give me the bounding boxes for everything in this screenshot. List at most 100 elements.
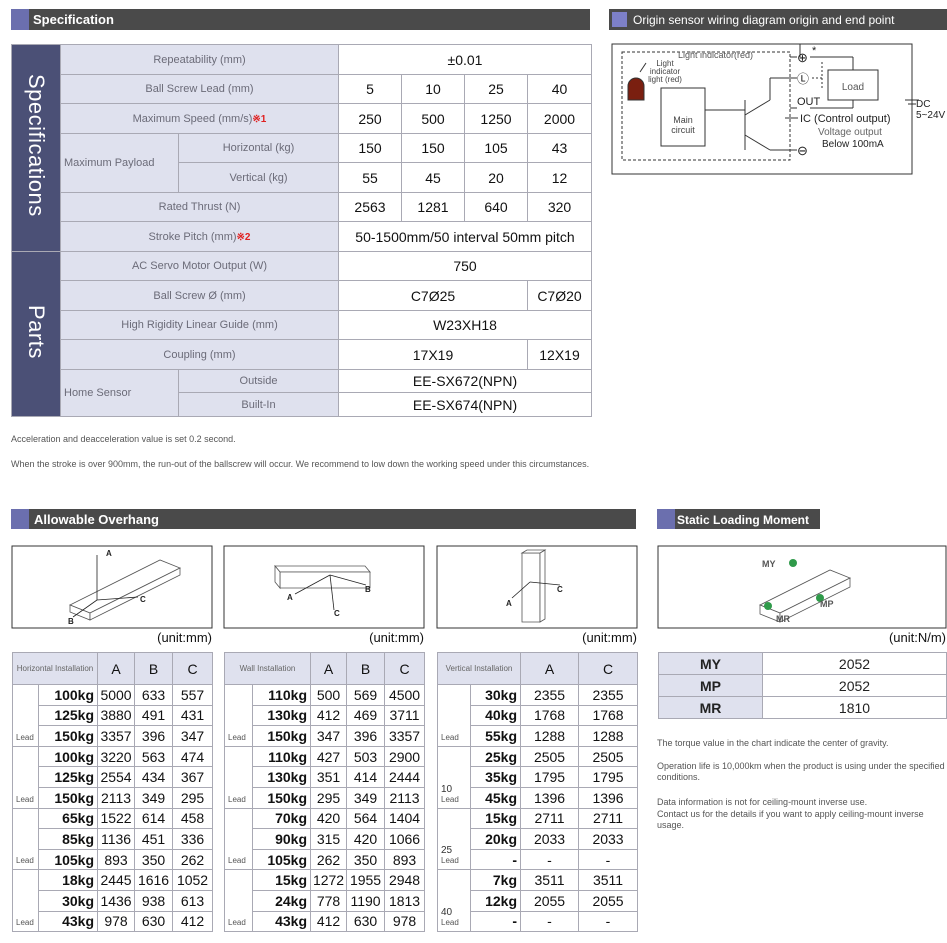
value-cell: 43 xyxy=(527,133,592,163)
data-row: 150kg 2113 349 295 xyxy=(13,786,214,809)
column-header: A xyxy=(520,652,580,685)
lead-value: 40 xyxy=(441,907,453,919)
value-cell: 893 xyxy=(97,848,136,871)
value-cell: 3880 xyxy=(97,704,136,727)
group-cell: Lead xyxy=(224,684,253,747)
data-row: --- xyxy=(438,910,639,933)
value: 250 xyxy=(358,110,382,127)
unit-label: (unit:mm) xyxy=(369,630,424,645)
load-cell: 105kg xyxy=(37,848,99,871)
load-cell: 15kg xyxy=(469,807,522,830)
value-cell: C7Ø25 xyxy=(338,280,528,311)
load-cell: 35kg xyxy=(469,766,522,788)
data-row: 105kg 262 350 893 xyxy=(225,848,426,871)
label-cell: Stroke Pitch (mm)※2 xyxy=(60,221,339,252)
value-cell: 640 xyxy=(464,192,528,222)
value: ±0.01 xyxy=(447,51,483,68)
value-cell: 55 xyxy=(338,162,402,193)
label-cell: Vertical (kg) xyxy=(178,162,339,193)
value-cell: 336 xyxy=(172,828,214,850)
value-cell: 2033 xyxy=(578,828,639,850)
value-cell: 396 xyxy=(134,725,174,747)
diagram-label: C xyxy=(557,585,563,594)
column-header: A xyxy=(310,652,348,685)
data-row: 40kg 1768 1768 xyxy=(438,704,639,727)
value-cell: 320 xyxy=(527,192,592,222)
value-cell: 347 xyxy=(172,725,214,747)
group-label: Maximum Payload xyxy=(64,157,155,169)
header-accent xyxy=(657,509,675,529)
load-cell: - xyxy=(469,910,522,933)
value: 43 xyxy=(551,140,568,156)
value-cell: 414 xyxy=(346,766,386,788)
group-cell: Home Sensor xyxy=(60,369,179,417)
group-cell: Lead xyxy=(224,869,253,933)
spec-row: Parts AC Servo Motor Output (W) 750 xyxy=(11,251,592,417)
terminal: ⊖ xyxy=(797,143,808,158)
load-cell: 55kg xyxy=(469,725,522,747)
value-cell: 412 xyxy=(172,910,214,933)
note-mark: ※1 xyxy=(252,113,267,125)
spec-row: Vertical (kg) 55 45 20 12 xyxy=(12,162,592,193)
value-cell: 1616 xyxy=(134,869,174,891)
value-cell: 412 xyxy=(310,704,348,727)
value: EE-SX672(NPN) xyxy=(412,373,518,389)
value: 105 xyxy=(484,140,508,156)
lead-label: Lead xyxy=(441,918,459,928)
row-label: Maximum Speed (mm/s) xyxy=(132,112,253,125)
lead-label: Lead xyxy=(16,732,34,742)
value-cell: 500 xyxy=(310,684,348,706)
wiring-label: Main circuit xyxy=(671,115,695,135)
data-row: MR 1810 xyxy=(658,696,947,719)
wiring-label: DC xyxy=(916,99,930,110)
value-cell: 2711 xyxy=(578,807,639,830)
lead-label: Lead xyxy=(441,794,459,804)
value-cell: - xyxy=(578,848,639,871)
wiring-lines xyxy=(611,43,919,175)
section-title: Allowable Overhang xyxy=(34,512,159,527)
value: 2000 xyxy=(543,110,576,127)
value-cell: 469 xyxy=(346,704,386,727)
diagram-label: A xyxy=(287,593,293,602)
value: 12 xyxy=(551,169,568,186)
value-cell: 396 xyxy=(346,725,386,747)
data-row: 40 Lead 7kg 3511 3511 xyxy=(437,869,639,933)
data-row: 150kg 347 396 3357 xyxy=(225,725,426,747)
value-cell: 2900 xyxy=(384,745,426,768)
note: The torque value in the chart indicate t… xyxy=(657,738,889,748)
value-cell: 12X19 xyxy=(527,339,592,370)
body: Horizontal Installation A B C Lead 100kg 5000 6… xyxy=(11,652,214,933)
value-cell: 2563 xyxy=(338,192,402,222)
value-cell: C7Ø20 xyxy=(527,280,592,311)
note: When the stroke is over 900mm, the run-o… xyxy=(11,459,590,469)
value-cell: 20 xyxy=(464,162,528,193)
value-cell: 2445 xyxy=(97,869,136,891)
side-label: Specifications xyxy=(24,74,49,217)
spec-row: Built-In EE-SX674(NPN) xyxy=(12,392,592,417)
note: Acceleration and deacceleration value is… xyxy=(11,434,236,444)
group-cell: 10 Lead xyxy=(437,745,471,809)
lead-label: Lead xyxy=(228,794,246,804)
spec-row: Rated Thrust (N) 2563 1281 640 320 xyxy=(12,192,592,222)
spec-row: Maximum Payload Horizontal (kg) 150 150 105 4… xyxy=(12,133,592,193)
value-cell: 500 xyxy=(401,103,465,134)
load-cell: 90kg xyxy=(251,828,312,850)
value: 320 xyxy=(547,199,572,215)
row-label: Stroke Pitch (mm) xyxy=(148,230,237,243)
value-cell: 451 xyxy=(134,828,174,850)
value-cell: 3711 xyxy=(384,704,426,727)
value-cell: 3357 xyxy=(384,725,426,747)
load-cell: 125kg xyxy=(37,766,99,788)
lead-label: Lead xyxy=(16,856,34,866)
header-accent xyxy=(11,9,29,30)
overhang-table: Wall Installation A B C Lead 110kg 500 569 4500 1… xyxy=(223,652,426,933)
load-cell: 7kg xyxy=(469,869,522,891)
value-cell: 778 xyxy=(310,889,348,912)
column-header: A xyxy=(97,652,136,685)
group-label: Home Sensor xyxy=(64,387,132,399)
data-row: 125kg 2554 434 367 xyxy=(13,766,214,788)
group-cell: Lead xyxy=(12,684,39,747)
diagram-label: A xyxy=(106,549,112,558)
